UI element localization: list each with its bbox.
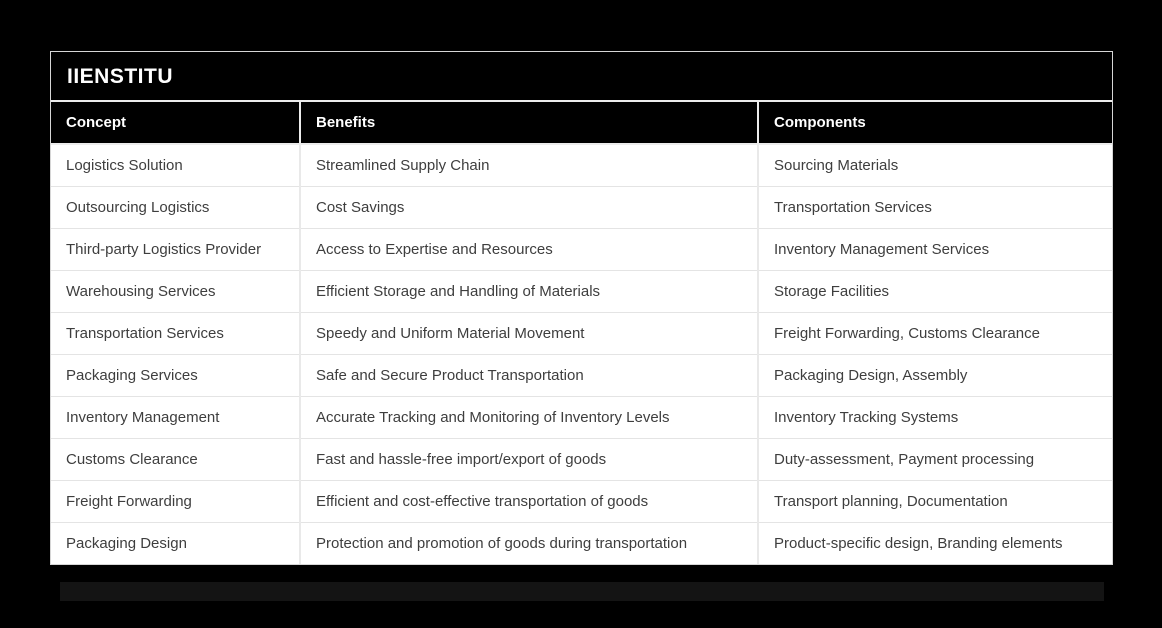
cell-benefits: Accurate Tracking and Monitoring of Inve… bbox=[300, 396, 759, 439]
table-row: Customs Clearance Fast and hassle-free im… bbox=[51, 438, 1112, 481]
cell-components: Transportation Services bbox=[758, 186, 1112, 229]
table-row: Transportation Services Speedy and Unifor… bbox=[51, 312, 1112, 355]
cell-components: Storage Facilities bbox=[758, 270, 1112, 313]
cell-components: Duty-assessment, Payment processing bbox=[758, 438, 1112, 481]
cell-concept: Inventory Management bbox=[51, 396, 301, 439]
cell-benefits: Access to Expertise and Resources bbox=[300, 228, 759, 271]
cell-benefits: Speedy and Uniform Material Movement bbox=[300, 312, 759, 355]
table-row: Packaging Services Safe and Secure Produc… bbox=[51, 354, 1112, 397]
brand-title: IIENSTITU bbox=[51, 52, 1112, 102]
cell-components: Packaging Design, Assembly bbox=[758, 354, 1112, 397]
cell-concept: Packaging Design bbox=[51, 522, 301, 564]
cell-components: Sourcing Materials bbox=[758, 144, 1112, 187]
table-row: Outsourcing Logistics Cost Savings Transpo… bbox=[51, 186, 1112, 229]
cell-benefits: Protection and promotion of goods during… bbox=[300, 522, 759, 564]
cell-benefits: Efficient Storage and Handling of Materi… bbox=[300, 270, 759, 313]
table-header-row: Concept Benefits Components bbox=[51, 102, 1112, 145]
cell-benefits: Streamlined Supply Chain bbox=[300, 144, 759, 187]
cell-concept: Freight Forwarding bbox=[51, 480, 301, 523]
cell-components: Transport planning, Documentation bbox=[758, 480, 1112, 523]
table-row: Packaging Design Protection and promotion… bbox=[51, 522, 1112, 564]
cell-benefits: Fast and hassle-free import/export of go… bbox=[300, 438, 759, 481]
table-row: Inventory Management Accurate Tracking an… bbox=[51, 396, 1112, 439]
cell-concept: Third-party Logistics Provider bbox=[51, 228, 301, 271]
cell-concept: Packaging Services bbox=[51, 354, 301, 397]
column-header-concept: Concept bbox=[51, 102, 301, 145]
cell-benefits: Safe and Secure Product Transportation bbox=[300, 354, 759, 397]
column-header-components: Components bbox=[758, 102, 1112, 145]
table-row: Logistics Solution Streamlined Supply Cha… bbox=[51, 144, 1112, 187]
table-shadow bbox=[60, 582, 1104, 601]
table-row: Warehousing Services Efficient Storage an… bbox=[51, 270, 1112, 313]
cell-components: Inventory Management Services bbox=[758, 228, 1112, 271]
table-row: Third-party Logistics Provider Access to … bbox=[51, 228, 1112, 271]
cell-benefits: Efficient and cost-effective transportat… bbox=[300, 480, 759, 523]
cell-components: Freight Forwarding, Customs Clearance bbox=[758, 312, 1112, 355]
logistics-table-card: IIENSTITU Concept Benefits Components Logi… bbox=[50, 51, 1113, 565]
cell-concept: Customs Clearance bbox=[51, 438, 301, 481]
cell-concept: Outsourcing Logistics bbox=[51, 186, 301, 229]
column-header-benefits: Benefits bbox=[300, 102, 759, 145]
table-row: Freight Forwarding Efficient and cost-eff… bbox=[51, 480, 1112, 523]
logistics-table: Concept Benefits Components Logistics Solu… bbox=[51, 102, 1112, 564]
cell-components: Product-specific design, Branding elemen… bbox=[758, 522, 1112, 564]
cell-benefits: Cost Savings bbox=[300, 186, 759, 229]
cell-concept: Warehousing Services bbox=[51, 270, 301, 313]
cell-concept: Transportation Services bbox=[51, 312, 301, 355]
cell-components: Inventory Tracking Systems bbox=[758, 396, 1112, 439]
cell-concept: Logistics Solution bbox=[51, 144, 301, 187]
